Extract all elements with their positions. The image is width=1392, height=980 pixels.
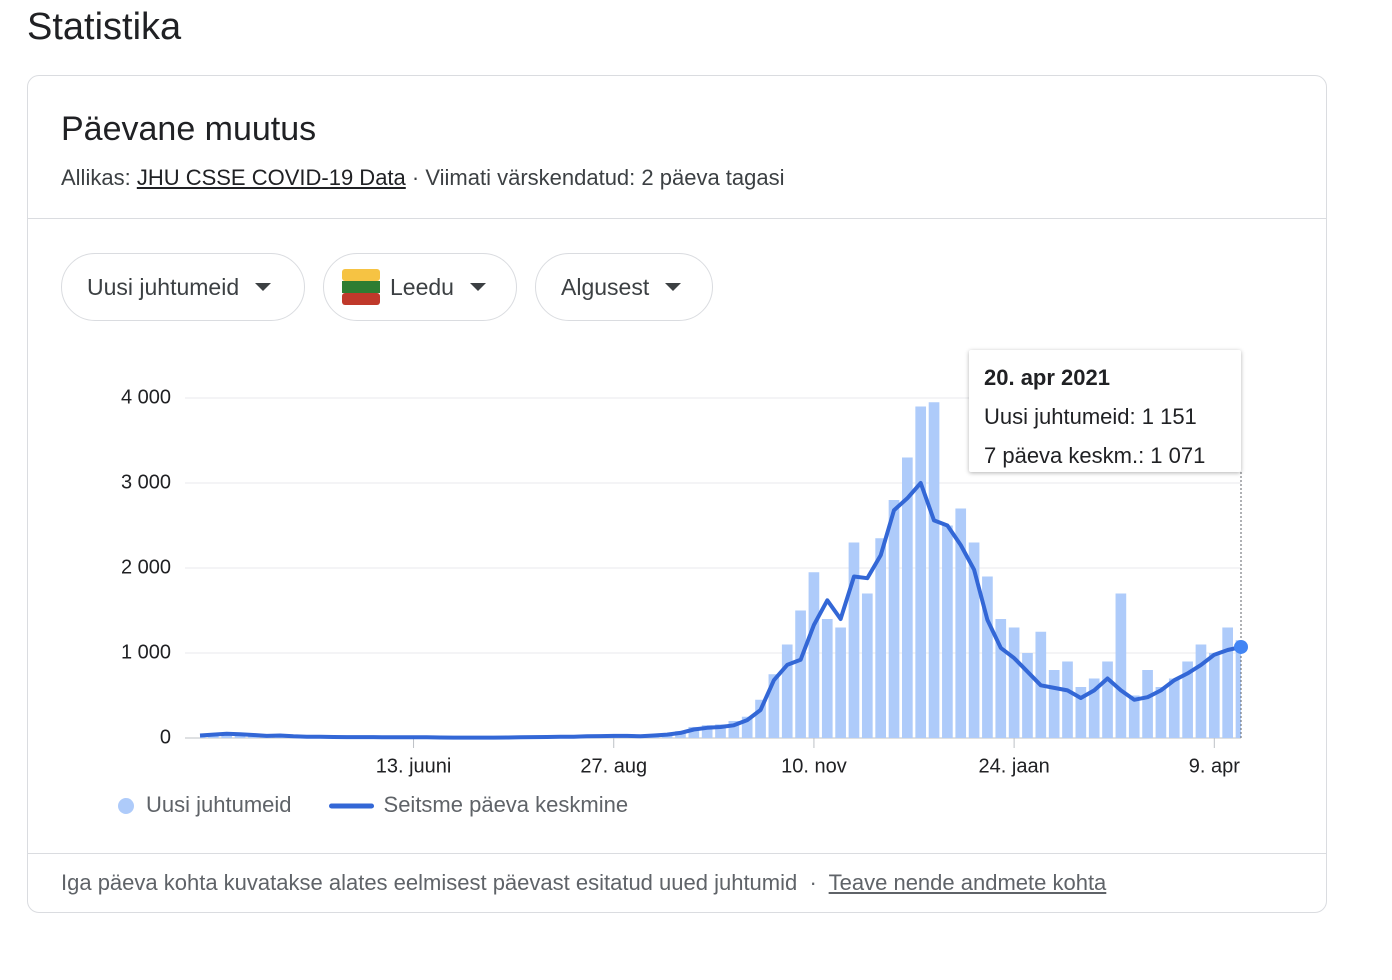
legend-swatch xyxy=(118,798,134,814)
bar xyxy=(1048,670,1060,738)
dropdown-label: Leedu xyxy=(390,273,454,300)
bar xyxy=(1235,640,1241,738)
bar xyxy=(1182,661,1193,738)
bar xyxy=(795,610,806,738)
x-tick-label: 13. juuni xyxy=(376,755,452,777)
x-tick-label: 10. nov xyxy=(781,755,847,777)
range-dropdown[interactable]: Algusest xyxy=(535,253,713,321)
footer-note: Iga päeva kohta kuvatakse alates eelmise… xyxy=(61,870,798,895)
legend-label: Seitsme päeva keskmine xyxy=(384,792,629,817)
y-tick-label: 0 xyxy=(160,726,171,748)
bar xyxy=(688,726,700,738)
hover-point xyxy=(1234,639,1248,654)
caret xyxy=(255,283,272,291)
footer: Iga päeva kohta kuvatakse alates eelmise… xyxy=(61,870,1106,896)
card-title: Päevane muutus xyxy=(61,110,317,148)
bar xyxy=(1088,678,1100,738)
tooltip-line: Uusi juhtumeid: 1 151 xyxy=(984,404,1197,429)
bar xyxy=(1208,653,1220,738)
separator: · xyxy=(411,165,420,190)
separator: · xyxy=(809,870,817,895)
bar xyxy=(982,576,993,738)
bar xyxy=(942,525,953,738)
bar xyxy=(781,644,793,738)
source-label: Allikas: xyxy=(61,165,131,190)
bar xyxy=(808,572,820,738)
bar xyxy=(821,619,833,738)
bar xyxy=(915,406,927,738)
updated: Viimati värskendatud: 2 päeva tagasi xyxy=(425,165,785,190)
bar xyxy=(741,716,753,738)
bar xyxy=(888,500,900,738)
bar xyxy=(995,619,1007,738)
bar xyxy=(848,542,860,738)
country-dropdown[interactable]: Leedu xyxy=(323,253,517,321)
x-tick-label: 27. aug xyxy=(580,755,647,777)
bar xyxy=(928,402,940,738)
bar xyxy=(861,593,873,738)
bar xyxy=(835,627,846,738)
y-tick-label: 3 000 xyxy=(121,471,171,493)
bar xyxy=(755,699,766,738)
bar xyxy=(1168,678,1180,738)
bar xyxy=(1155,687,1167,738)
footer-link[interactable]: Teave nende andmete kohta xyxy=(828,870,1107,895)
bar xyxy=(1102,661,1113,738)
bar xyxy=(1075,687,1087,738)
line xyxy=(199,481,1242,740)
bar xyxy=(234,734,246,738)
bar xyxy=(875,538,886,738)
y-tick-label: 1 000 xyxy=(121,641,171,663)
metric-dropdown[interactable]: Uusi juhtumeid xyxy=(61,253,305,321)
dropdown-label: Uusi juhtumeid xyxy=(87,273,240,300)
y-tick-label: 2 000 xyxy=(121,556,171,578)
divider xyxy=(28,853,1327,854)
source-link[interactable]: JHU CSSE COVID-19 Data xyxy=(136,165,406,190)
card xyxy=(27,75,1327,913)
legend-label: Uusi juhtumeid xyxy=(146,792,292,817)
divider xyxy=(28,218,1327,219)
tooltip: 20. apr 2021 Uusi juhtumeid: 1 151 7 päeva… xyxy=(969,350,1241,472)
flag xyxy=(342,269,380,305)
caret xyxy=(665,283,682,291)
x-tick-label: 9. apr xyxy=(1189,755,1240,777)
bar xyxy=(1115,593,1127,738)
source-line: Allikas: JHU CSSE COVID-19 Data · Viimat… xyxy=(61,165,785,191)
caret xyxy=(469,283,486,291)
y-tick-label: 4 000 xyxy=(121,386,171,408)
bar xyxy=(1222,627,1233,738)
bar xyxy=(715,724,726,738)
bar xyxy=(728,721,740,738)
bar xyxy=(1142,670,1153,738)
bar xyxy=(1128,695,1140,738)
bar xyxy=(902,457,913,738)
x-tick-label: 24. jaan xyxy=(979,755,1050,777)
bar xyxy=(1022,653,1033,738)
dropdown-label: Algusest xyxy=(561,273,650,300)
bar xyxy=(1195,644,1207,738)
page-title: Statistika xyxy=(27,6,182,48)
bar xyxy=(768,674,780,738)
tooltip-title: 20. apr 2021 xyxy=(984,365,1110,390)
bar xyxy=(955,508,967,738)
bar xyxy=(701,725,713,738)
bar xyxy=(968,542,980,738)
bar xyxy=(1062,661,1073,738)
tooltip-line: 7 päeva keskm.: 1 071 xyxy=(984,443,1206,468)
bar xyxy=(1008,627,1020,738)
